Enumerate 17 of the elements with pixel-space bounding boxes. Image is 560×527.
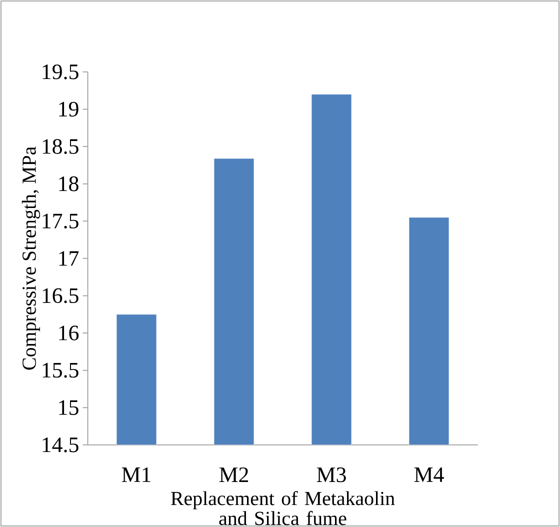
y-tick-label: 16 xyxy=(59,326,79,340)
y-tick-label: 19 xyxy=(59,102,78,117)
x-tick-label: M1 xyxy=(122,467,150,482)
y-tick-label: 15 xyxy=(59,400,78,415)
y-axis-title: Compressive Strength, MPa xyxy=(22,146,40,370)
y-tick-label: 15.5 xyxy=(42,362,78,378)
y-tick-label: 14.5 xyxy=(42,438,78,452)
y-tick-label: 17.5 xyxy=(42,214,78,229)
y-tick-label: 18.5 xyxy=(42,139,78,154)
y-tick-label: 17 xyxy=(59,251,79,266)
y-tick-label: 18 xyxy=(59,176,78,192)
x-tick-label: M3 xyxy=(316,467,346,482)
x-axis-title: Replacement of Metakaolin and Silica fume xyxy=(171,491,395,526)
x-tick-label: M2 xyxy=(219,467,248,482)
x-tick-label: M4 xyxy=(414,467,444,482)
y-tick-label: 19.5 xyxy=(42,64,78,80)
y-tick-label: 16.5 xyxy=(42,288,78,304)
